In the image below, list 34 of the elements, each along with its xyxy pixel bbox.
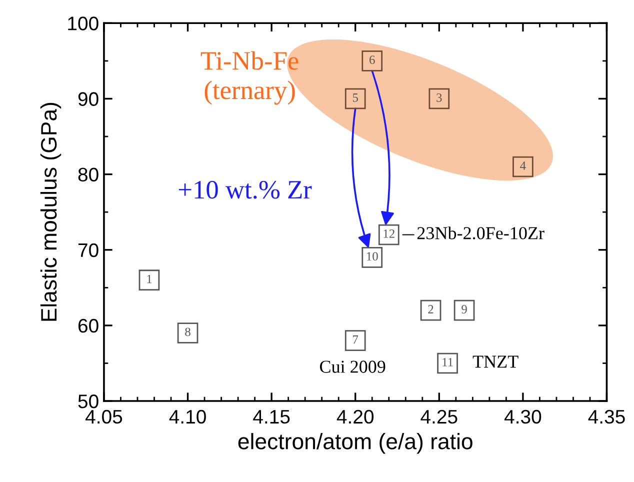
annotation: 11 xyxy=(442,358,453,366)
annotation: +10 wt.% Zr xyxy=(178,180,312,199)
x-tick-label: 4.10 xyxy=(169,410,206,424)
annotation: 12 xyxy=(384,229,394,238)
annotation: 9 xyxy=(462,305,467,314)
y-axis-title: Elastic modulus (GPa) xyxy=(40,102,62,321)
annotation: Cui 2009 xyxy=(320,360,386,373)
annotation: 23Nb-2.0Fe-10Zr xyxy=(417,226,544,240)
y-tick-label: 100 xyxy=(68,16,98,30)
y-tick-label: 50 xyxy=(78,394,98,408)
x-tick-label: 4.25 xyxy=(420,410,458,424)
annotation: 4 xyxy=(520,162,526,170)
annotation: 6 xyxy=(370,56,375,64)
y-tick-label: 60 xyxy=(78,318,98,333)
annotation: 7 xyxy=(353,335,358,344)
x-tick-label: 4.05 xyxy=(86,410,122,424)
y-tick-label: 70 xyxy=(78,243,98,258)
y-tick-label: 90 xyxy=(78,92,98,106)
x-tick-label: 4.30 xyxy=(504,410,542,424)
annotation: 10 xyxy=(366,252,378,261)
annotation: TNZT xyxy=(472,356,518,368)
x-tick-label: 4.15 xyxy=(253,410,290,424)
point xyxy=(344,88,366,110)
annotation: 3 xyxy=(436,93,442,102)
annotation: 5 xyxy=(352,94,358,102)
x-axis-title: electron/atom (e/a) ratio xyxy=(238,433,472,454)
x-tick-label: 4.20 xyxy=(336,410,374,424)
annotation: 2 xyxy=(428,305,434,314)
annotation: Ti-Nb-Fe (ternary) xyxy=(200,51,298,105)
point xyxy=(138,270,160,291)
annotation: 1 xyxy=(147,274,152,284)
y-tick-label: 80 xyxy=(78,168,98,182)
annotation: 8 xyxy=(185,328,190,336)
x-tick-label: 4.35 xyxy=(588,410,625,424)
